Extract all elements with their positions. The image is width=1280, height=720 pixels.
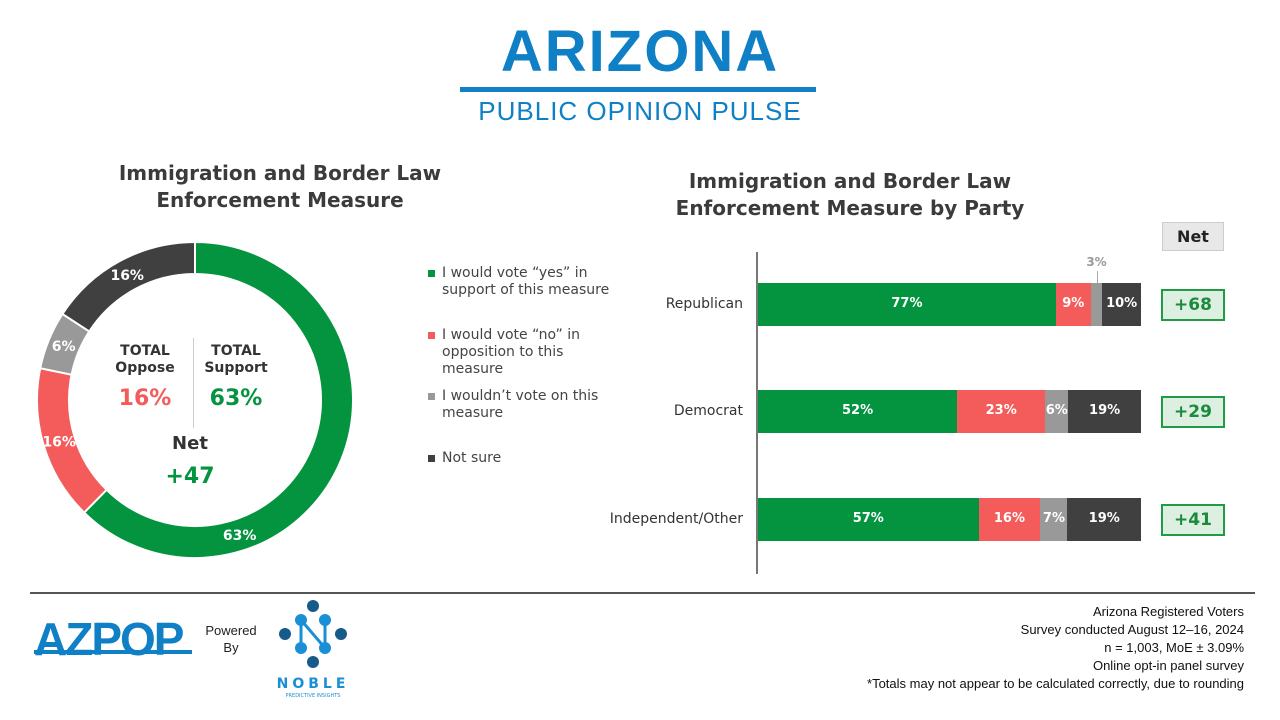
noble-logo-icon (279, 600, 347, 668)
total-support-value: 63% (209, 386, 263, 411)
legend-item-yes: I would vote “yes” in support of this me… (428, 265, 612, 299)
bar-segment (1090, 283, 1103, 326)
logo-divider (460, 87, 816, 92)
net-value-box: +29 (1161, 396, 1225, 428)
azpop-logo: AZPOP (34, 613, 184, 665)
total-oppose-value: 16% (118, 386, 172, 411)
bar-axis (756, 252, 758, 574)
legend-item-wouldnt: I wouldn’t vote on this measure (428, 388, 612, 422)
net-header: Net (1162, 222, 1224, 251)
donut-data-label: 6% (52, 339, 76, 355)
donut-slice (61, 240, 196, 333)
bar-segment (758, 390, 958, 433)
bar-segment (978, 498, 1041, 541)
bar-segment (1045, 390, 1069, 433)
powered-by: Powered By (200, 622, 262, 656)
bar-data-label: 19% (1088, 511, 1120, 526)
net-value-box: +41 (1161, 504, 1225, 536)
bar-segment (758, 498, 979, 541)
footer-note: n = 1,003, MoE ± 3.09% (1104, 640, 1244, 655)
bar-segment (1102, 283, 1141, 326)
donut-title: Immigration and Border Law Enforcement M… (118, 161, 442, 212)
bar-data-label: 9% (1062, 296, 1085, 311)
bar-segment (1055, 283, 1091, 326)
footer-note: Arizona Registered Voters (1092, 604, 1244, 619)
legend-swatch (428, 270, 435, 277)
bar-data-label: 77% (891, 296, 923, 311)
legend-swatch (428, 455, 435, 462)
legend-label: I would vote “yes” in support of this me… (442, 265, 610, 298)
legend-swatch (428, 393, 435, 400)
noble-logo-subtext: PREDICTIVE INSIGHTS (285, 693, 341, 699)
center-divider (193, 338, 194, 428)
category-label: Independent/Other (609, 511, 743, 527)
powered-text: Powered (205, 623, 257, 638)
footer-notes: Arizona Registered Voters Survey conduct… (867, 603, 1244, 693)
by-text: By (223, 640, 239, 655)
leader-line (1096, 271, 1098, 283)
bar-data-label: 23% (985, 403, 1017, 418)
bar-segment (957, 390, 1046, 433)
footer-note: Online opt-in panel survey (1092, 658, 1244, 673)
net-value-box: +68 (1161, 289, 1225, 321)
legend-label: Not sure (442, 450, 502, 466)
bar-data-label: 57% (852, 511, 884, 526)
bar-data-label: 19% (1089, 403, 1121, 418)
bar-segment (1040, 498, 1068, 541)
bar-data-label: 7% (1042, 511, 1065, 526)
footer-divider (30, 592, 1255, 594)
footer-note: *Totals may not appear to be calculated … (867, 676, 1244, 691)
legend-item-notsure: Not sure (428, 450, 612, 467)
total-oppose-label: TOTAL Oppose (115, 343, 175, 376)
bar-title: Immigration and Border Law Enforcement M… (675, 169, 1025, 220)
bar-segment (758, 283, 1056, 326)
bar-segment (1067, 498, 1141, 541)
donut-data-label: 16% (42, 434, 76, 450)
donut-chart: 63% 16% 6% 16% (36, 240, 354, 559)
bar-data-label: 10% (1106, 296, 1138, 311)
footer-note: Survey conducted August 12–16, 2024 (1020, 622, 1244, 637)
category-label: Republican (665, 296, 743, 312)
donut-data-label: 63% (223, 528, 257, 544)
legend-label: I would vote “no” in opposition to this … (442, 327, 580, 377)
bar-segment (1068, 390, 1141, 433)
azpop-logo-bar (34, 650, 192, 654)
category-label: Democrat (673, 403, 743, 419)
logo-subtitle: PUBLIC OPINION PULSE (478, 96, 802, 126)
bar-data-label: 52% (842, 403, 874, 418)
bar-data-label: 6% (1045, 403, 1068, 418)
bar-data-label: 3% (1086, 255, 1107, 269)
logo-title: ARIZONA (500, 19, 780, 84)
legend-swatch (428, 332, 435, 339)
legend-item-no: I would vote “no” in opposition to this … (428, 327, 612, 378)
legend-label: I wouldn’t vote on this measure (442, 388, 599, 421)
donut-data-label: 16% (110, 268, 144, 284)
total-support-label: TOTAL Support (204, 343, 268, 376)
net-value: +47 (165, 464, 215, 489)
noble-logo-text: NOBLE (276, 676, 350, 692)
bar-data-label: 16% (993, 511, 1025, 526)
donut-slice (82, 240, 354, 559)
net-label: Net (172, 433, 208, 454)
